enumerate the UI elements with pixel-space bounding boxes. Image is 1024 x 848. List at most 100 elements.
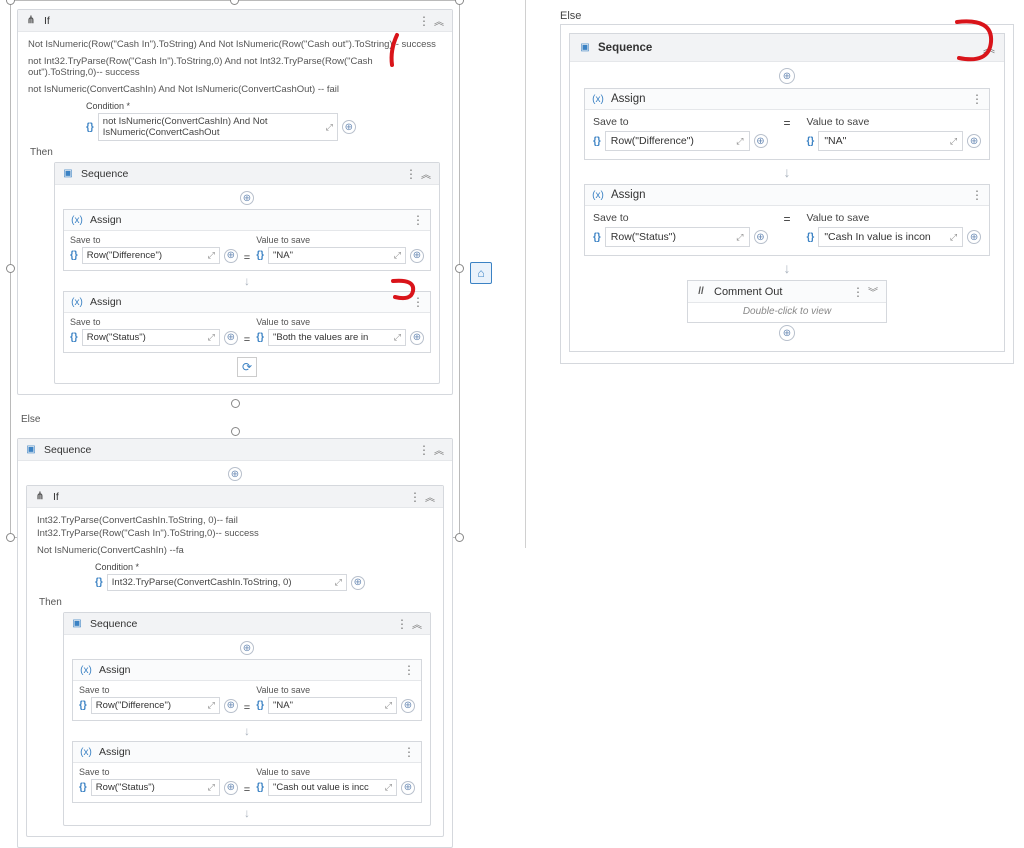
- sequence-activity[interactable]: ▣ Sequence ︽ ⊕ (x) Assign ⋮: [569, 33, 1005, 352]
- add-button[interactable]: ⊕: [410, 331, 424, 345]
- assign-icon: (x): [70, 295, 84, 309]
- if-icon: ⋔: [33, 490, 47, 504]
- add-button[interactable]: ⊕: [351, 576, 365, 590]
- sequence-icon: ▣: [61, 167, 75, 181]
- expand-button[interactable]: ⟳: [237, 357, 257, 377]
- menu-dots-icon[interactable]: ⋮: [405, 168, 417, 180]
- save-to-input[interactable]: Row("Difference")⤢: [82, 247, 220, 264]
- resize-handle[interactable]: [6, 264, 15, 273]
- add-button[interactable]: ⊕: [224, 699, 238, 713]
- add-button[interactable]: ⊕: [967, 230, 981, 244]
- add-activity-button[interactable]: ⊕: [228, 467, 242, 481]
- collapse-all-button[interactable]: ⌂: [470, 262, 492, 284]
- menu-dots-icon[interactable]: ⋮: [418, 444, 430, 456]
- collapse-icon[interactable]: ︽: [419, 166, 433, 181]
- comment-out-activity[interactable]: // Comment Out ⋮ ︾ Double-click to view: [687, 280, 887, 323]
- add-button[interactable]: ⊕: [224, 249, 238, 263]
- else-label: Else: [21, 414, 453, 425]
- resize-handle[interactable]: [455, 0, 464, 5]
- assign-activity[interactable]: (x) Assign ⋮: [72, 741, 422, 803]
- add-button[interactable]: ⊕: [401, 781, 415, 795]
- menu-dots-icon[interactable]: ⋮: [396, 618, 408, 630]
- save-to-input[interactable]: Row("Status")⤢: [605, 227, 750, 247]
- assign-icon: (x): [591, 188, 605, 202]
- save-to-input[interactable]: Row("Status")⤢: [91, 779, 220, 796]
- save-to-input[interactable]: Row("Difference")⤢: [91, 697, 220, 714]
- sequence-activity[interactable]: ▣ Sequence ⋮ ︽ ⊕ ⋔ If ⋮: [17, 438, 453, 848]
- else-label: Else: [560, 10, 1014, 22]
- add-activity-button[interactable]: ⊕: [240, 191, 254, 205]
- value-input[interactable]: "NA"⤢: [818, 131, 963, 151]
- add-button[interactable]: ⊕: [754, 134, 768, 148]
- equals-label: =: [784, 116, 791, 151]
- add-activity-button[interactable]: ⊕: [240, 641, 254, 655]
- sequence-activity[interactable]: ▣ Sequence ⋮ ︽ ⊕: [54, 162, 440, 384]
- menu-dots-icon[interactable]: ⋮: [403, 746, 415, 758]
- save-to-input[interactable]: Row("Status")⤢: [82, 329, 220, 346]
- note-line: Not IsNumeric(Row("Cash In").ToString) A…: [28, 39, 444, 50]
- expression-icon: {}: [86, 122, 94, 133]
- if-activity-1[interactable]: ⋔ If ⋮ ︽ Not IsNumeric(Row("Cash In").To…: [17, 9, 453, 395]
- assign-activity[interactable]: (x) Assign ⋮ Save to {} Row("Differen: [584, 88, 990, 160]
- value-input[interactable]: "NA"⤢: [268, 697, 397, 714]
- if-activity-2[interactable]: ⋔ If ⋮ ︽ Int32.TryParse(ConvertCashIn.To…: [26, 485, 444, 837]
- menu-dots-icon[interactable]: ⋮: [971, 189, 983, 201]
- expand-icon[interactable]: ︾: [866, 284, 880, 299]
- then-label: Then: [30, 147, 444, 158]
- flow-arrow-icon: ↓: [63, 275, 431, 287]
- condition-label: Condition *: [86, 101, 444, 111]
- collapse-icon[interactable]: ︽: [410, 616, 424, 631]
- flow-arrow-icon: ↓: [574, 260, 1000, 276]
- comment-icon: //: [694, 285, 708, 299]
- menu-dots-icon[interactable]: ⋮: [418, 15, 430, 27]
- condition-input[interactable]: Int32.TryParse(ConvertCashIn.ToString, 0…: [107, 574, 347, 591]
- connector-handle[interactable]: [231, 427, 240, 436]
- collapse-icon[interactable]: ︽: [432, 442, 446, 457]
- expression-icon: {}: [593, 136, 601, 147]
- sequence-icon: ▣: [578, 41, 592, 55]
- add-activity-button[interactable]: ⊕: [779, 325, 795, 341]
- equals-label: =: [244, 252, 250, 264]
- add-button[interactable]: ⊕: [401, 699, 415, 713]
- value-input[interactable]: "NA"⤢: [268, 247, 406, 264]
- value-input[interactable]: "Cash In value is incon⤢: [818, 227, 963, 247]
- flow-arrow-icon: ↓: [72, 807, 422, 819]
- assign-icon: (x): [79, 663, 93, 677]
- note-line: not Int32.TryParse(Row("Cash In").ToStri…: [28, 56, 444, 78]
- add-button[interactable]: ⊕: [410, 249, 424, 263]
- menu-dots-icon[interactable]: ⋮: [852, 286, 864, 298]
- collapse-icon[interactable]: ︽: [982, 39, 996, 56]
- value-input[interactable]: "Cash out value is incc⤢: [268, 779, 397, 796]
- connector-handle[interactable]: [231, 399, 240, 408]
- add-activity-button[interactable]: ⊕: [779, 68, 795, 84]
- menu-dots-icon[interactable]: ⋮: [412, 214, 424, 226]
- resize-handle[interactable]: [455, 264, 464, 273]
- add-button[interactable]: ⊕: [224, 781, 238, 795]
- menu-dots-icon[interactable]: ⋮: [412, 296, 424, 308]
- assign-icon: (x): [591, 92, 605, 106]
- value-input[interactable]: "Both the values are in⤢: [268, 329, 406, 346]
- add-button[interactable]: ⊕: [754, 230, 768, 244]
- assign-activity[interactable]: (x) Assign ⋮ Save to: [63, 209, 431, 271]
- add-button[interactable]: ⊕: [342, 120, 356, 134]
- comment-subtext: Double-click to view: [688, 303, 886, 322]
- menu-dots-icon[interactable]: ⋮: [409, 491, 421, 503]
- assign-activity[interactable]: (x) Assign ⋮ Save to: [63, 291, 431, 353]
- flow-arrow-icon: ↓: [574, 164, 1000, 180]
- collapse-icon[interactable]: ︽: [432, 13, 446, 28]
- sequence-icon: ▣: [70, 617, 84, 631]
- save-to-input[interactable]: Row("Difference")⤢: [605, 131, 750, 151]
- assign-activity[interactable]: (x) Assign ⋮ Save to {} Row("Status"): [584, 184, 990, 256]
- add-button[interactable]: ⊕: [224, 331, 238, 345]
- assign-activity[interactable]: (x) Assign ⋮: [72, 659, 422, 721]
- collapse-icon[interactable]: ︽: [423, 489, 437, 504]
- flow-arrow-icon: ↓: [72, 725, 422, 737]
- menu-dots-icon[interactable]: ⋮: [403, 664, 415, 676]
- menu-dots-icon[interactable]: ⋮: [971, 93, 983, 105]
- resize-handle[interactable]: [455, 533, 464, 542]
- sequence-activity[interactable]: ▣ Sequence ⋮ ︽ ⊕: [63, 612, 431, 826]
- resize-handle[interactable]: [6, 533, 15, 542]
- add-button[interactable]: ⊕: [967, 134, 981, 148]
- condition-input[interactable]: not IsNumeric(ConvertCashIn) And Not IsN…: [98, 113, 338, 141]
- expand-icon[interactable]: ⤢: [326, 122, 333, 133]
